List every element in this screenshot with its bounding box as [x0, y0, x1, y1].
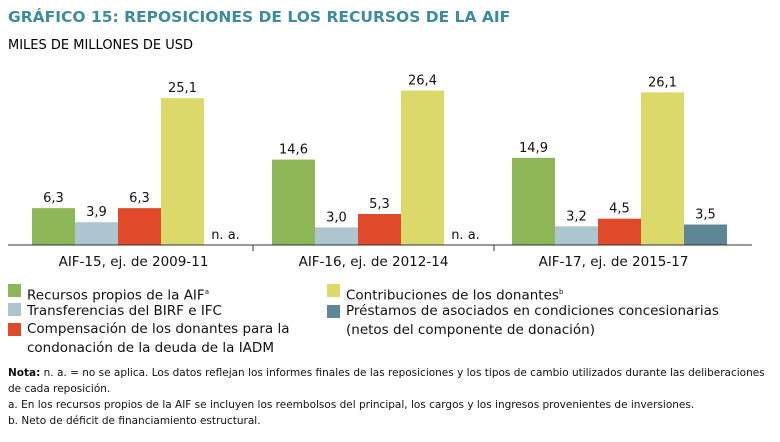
data-label: n. a.: [451, 228, 480, 243]
legend-item-recursos-propios: Recursos propios de la AIFa: [8, 283, 209, 306]
data-label: 3,0: [326, 210, 347, 225]
bar: [161, 98, 204, 245]
bar: [512, 157, 555, 245]
data-label: 6,3: [129, 191, 150, 206]
x-tick-label: AIF-15, ej. de 2009-11: [59, 254, 209, 270]
legend-label: Contribuciones de los donantesb: [346, 287, 564, 304]
legend-swatch: [8, 284, 21, 297]
legend-swatch: [327, 305, 340, 318]
bar-chart: 6,3 14,6 14,9 3,9 3,0 3,2 6,3 5,3 4,5 25,1 26,4 26,…: [8, 74, 752, 270]
data-label: 3,2: [566, 209, 587, 224]
legend-swatch: [327, 284, 340, 297]
note-a: a. En los recursos propios de la AIF se …: [8, 399, 695, 411]
chart-title: GRÁFICO 15: REPOSICIONES DE LOS RECURSOS…: [8, 8, 511, 26]
note-main: Nota: n. a. = no se aplica. Los datos re…: [8, 367, 765, 395]
bar: [272, 159, 315, 245]
y-axis-unit-label: MILES DE MILLONES DE USD: [8, 38, 194, 53]
note-b: b. Neto de déficit de financiamiento est…: [8, 415, 261, 427]
data-label: 6,3: [43, 191, 64, 206]
legend-swatch: [8, 303, 21, 316]
data-label: 14,9: [519, 141, 548, 156]
legend-label: Recursos propios de la AIFa: [27, 287, 209, 304]
bar: [358, 213, 401, 245]
x-tick-label: AIF-16, ej. de 2012-14: [299, 254, 449, 270]
legend-swatch: [8, 323, 21, 336]
data-label: 3,5: [695, 208, 716, 223]
legend-item-compensacion: Compensación de los donantes para la con…: [8, 320, 298, 358]
data-label: 5,3: [369, 197, 390, 212]
legend-label: Préstamos de asociados en condiciones co…: [346, 303, 719, 338]
data-label: 26,1: [648, 75, 677, 90]
data-label: 26,4: [408, 74, 437, 89]
data-label: 3,9: [86, 205, 107, 220]
data-label: 4,5: [609, 202, 630, 217]
bar: [75, 222, 118, 245]
legend-label: Compensación de los donantes para la con…: [27, 321, 290, 356]
bar: [555, 226, 598, 245]
legend-label: Transferencias del BIRF e IFC: [27, 303, 222, 319]
bar: [598, 218, 641, 245]
chart-notes: Nota: n. a. = no se aplica. Los datos re…: [8, 365, 768, 429]
bar: [315, 227, 358, 245]
legend-item-prestamos: Préstamos de asociados en condiciones co…: [327, 302, 747, 340]
bar: [684, 224, 727, 245]
bar: [401, 90, 444, 245]
bar: [118, 208, 161, 245]
data-label: 25,1: [168, 81, 197, 96]
legend-item-transferencias: Transferencias del BIRF e IFC: [8, 302, 222, 321]
legend-item-contribuciones: Contribuciones de los donantesb: [327, 283, 563, 306]
bar: [641, 92, 684, 245]
data-label: n. a.: [211, 228, 240, 243]
x-tick-label: AIF-17, ej. de 2015-17: [539, 254, 689, 270]
bar: [32, 208, 75, 245]
data-label: 14,6: [279, 143, 308, 158]
